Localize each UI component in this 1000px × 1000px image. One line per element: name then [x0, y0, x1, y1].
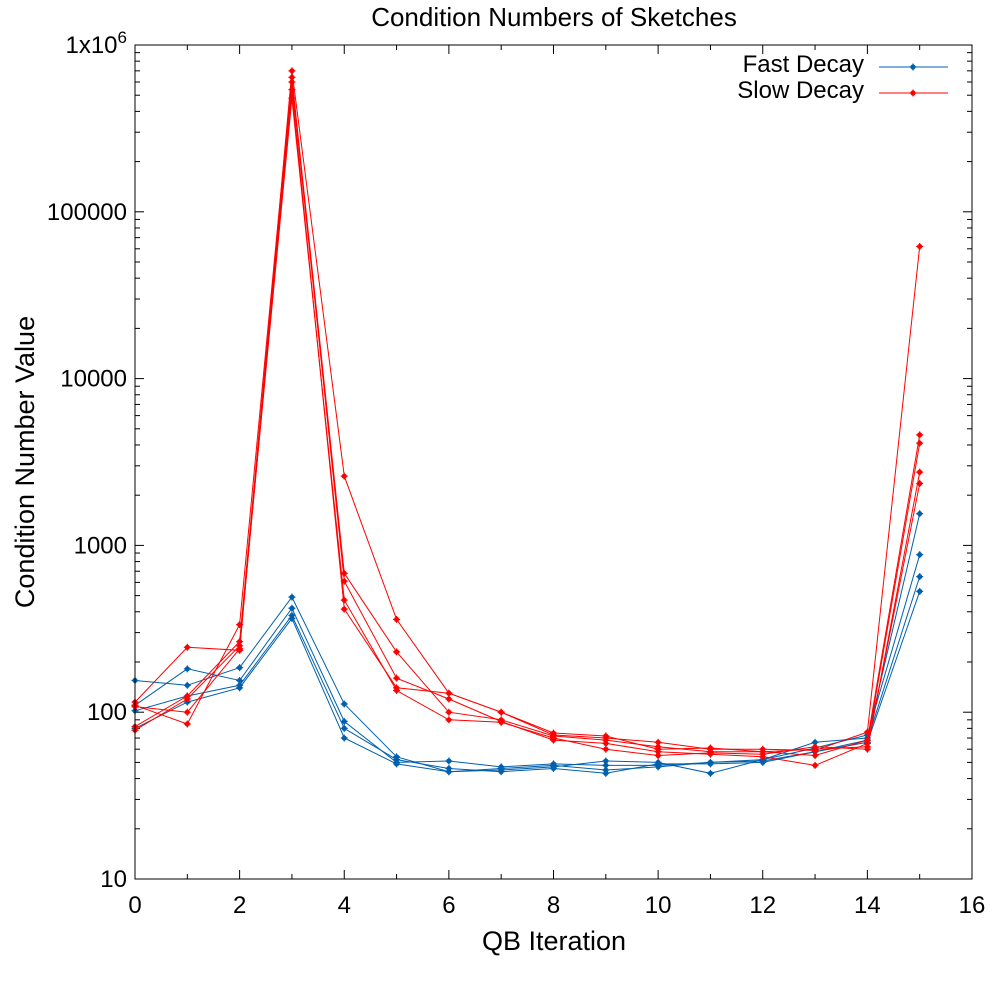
data-point: [916, 510, 924, 518]
data-point: [393, 615, 401, 623]
data-point: [183, 695, 191, 703]
data-point: [393, 648, 401, 656]
legend-marker: [909, 63, 917, 71]
data-point: [445, 757, 453, 765]
data-point: [706, 758, 714, 766]
series-line: [134, 576, 921, 774]
data-point: [340, 717, 348, 725]
data-point: [393, 674, 401, 682]
data-point: [811, 745, 819, 753]
data-point: [445, 689, 453, 697]
data-point: [288, 593, 296, 601]
chart-title: Condition Numbers of Sketches: [371, 2, 737, 32]
data-point: [916, 480, 924, 488]
legend-label: Fast Decay: [743, 51, 864, 78]
data-point: [445, 708, 453, 716]
x-tick-label: 2: [233, 892, 246, 919]
data-point: [183, 708, 191, 716]
data-point: [236, 684, 244, 692]
x-tick-label: 8: [547, 892, 560, 919]
data-point: [445, 716, 453, 724]
data-point: [497, 708, 505, 716]
x-tick-label: 12: [749, 892, 776, 919]
data-point: [340, 472, 348, 480]
data-point: [288, 67, 296, 75]
data-point: [183, 665, 191, 673]
x-axis-title: QB Iteration: [482, 926, 626, 956]
data-point: [393, 684, 401, 692]
data-point: [340, 724, 348, 732]
y-tick-label: 1x106: [65, 28, 127, 59]
data-point: [236, 664, 244, 672]
data-point: [916, 573, 924, 581]
x-tick-label: 10: [645, 892, 672, 919]
y-axis-title: Condition Number Value: [10, 316, 40, 608]
legend-label: Slow Decay: [737, 77, 864, 104]
data-point: [445, 768, 453, 776]
data-point: [288, 78, 296, 86]
data-point: [706, 744, 714, 752]
data-point: [654, 763, 662, 771]
x-tick-label: 16: [959, 892, 986, 919]
data-point: [602, 766, 610, 774]
data-point: [602, 732, 610, 740]
y-tick-label: 10: [100, 866, 127, 893]
x-tick-label: 14: [854, 892, 881, 919]
data-point: [916, 551, 924, 559]
series-layer: [131, 67, 924, 777]
data-point: [340, 605, 348, 613]
legend-item-slow-decay: Slow Decay: [737, 77, 948, 104]
data-point: [811, 752, 819, 760]
series-line: [134, 81, 921, 766]
data-point: [236, 645, 244, 653]
data-point: [497, 718, 505, 726]
data-point: [550, 761, 557, 769]
data-point: [393, 760, 401, 768]
data-point: [183, 643, 191, 651]
data-point: [706, 769, 714, 777]
data-point: [288, 614, 296, 622]
y-tick-label: 100: [87, 699, 127, 726]
data-point: [497, 764, 505, 772]
x-tick-label: 6: [442, 892, 455, 919]
data-point: [654, 745, 662, 753]
axes: 0 2 4 6 8 10 12 14 16 10 100 1000 10000 100000 1x106: [47, 28, 985, 919]
series-line: [134, 591, 921, 773]
plot-frame: [134, 44, 973, 880]
data-point: [340, 700, 348, 708]
data-point: [288, 86, 296, 94]
data-point: [183, 681, 191, 689]
data-point: [602, 745, 610, 753]
data-point: [916, 468, 924, 476]
series-line: [134, 77, 921, 757]
legend-marker: [909, 89, 917, 97]
x-tick-label: 0: [128, 892, 141, 919]
data-point: [183, 720, 191, 728]
data-point: [340, 734, 348, 742]
y-tick-label: 10000: [60, 366, 127, 393]
x-tick-label: 4: [338, 892, 351, 919]
y-tick-label: 100000: [47, 199, 127, 226]
data-point: [288, 604, 296, 612]
legend-item-fast-decay: Fast Decay: [743, 51, 948, 78]
data-point: [759, 748, 767, 756]
series-line: [134, 89, 921, 753]
data-point: [916, 431, 924, 439]
data-point: [863, 743, 871, 751]
data-point: [916, 242, 924, 250]
data-point: [811, 761, 819, 769]
y-tick-label: 1000: [74, 532, 127, 559]
data-point: [654, 752, 662, 760]
data-point: [916, 587, 924, 595]
data-point: [916, 439, 924, 447]
data-point: [550, 729, 557, 737]
